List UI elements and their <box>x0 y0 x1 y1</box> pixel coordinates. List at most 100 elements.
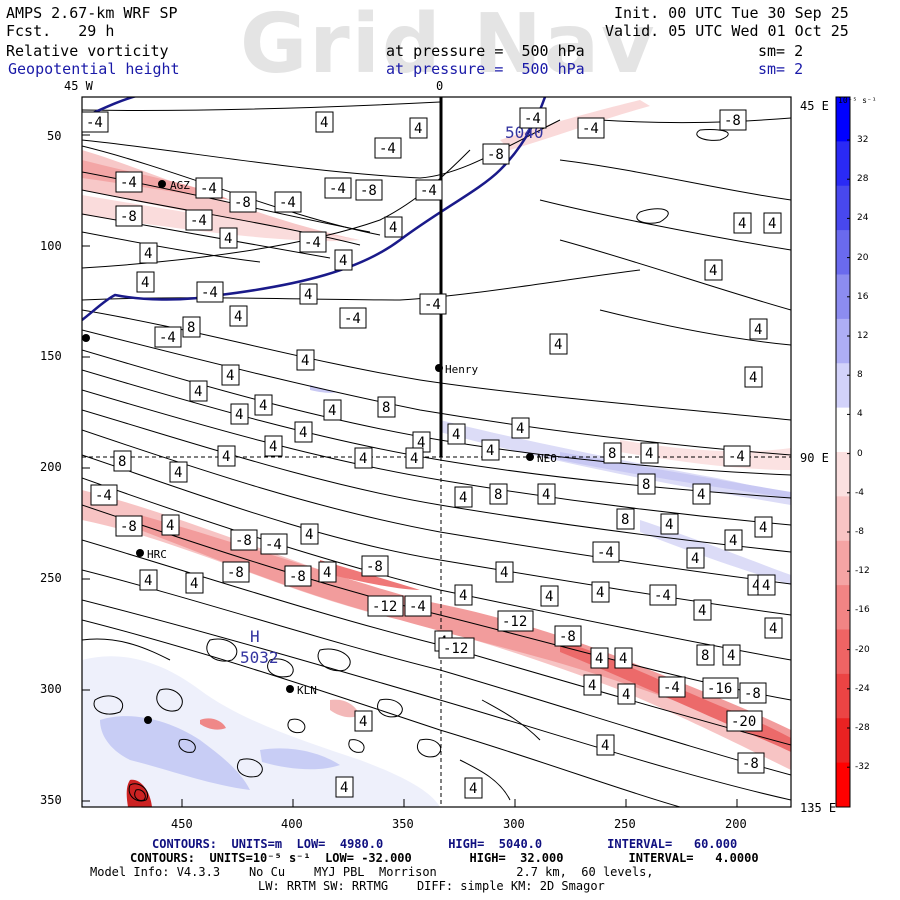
contour-label-box: 4 <box>640 442 659 464</box>
contour-label-value: 8 <box>621 512 629 528</box>
contour-label-box: 4 <box>617 683 636 705</box>
station-label-henry: Henry <box>445 363 478 376</box>
station-dot-neo <box>526 453 534 461</box>
height-label-5032: 5032 <box>240 648 279 667</box>
colorbar-band <box>836 97 850 142</box>
contour-label-value: -4 <box>190 213 207 229</box>
station-dot-west <box>82 334 90 342</box>
contour-label-box: -4 <box>185 209 213 231</box>
contour-label-box: -12 <box>438 637 475 659</box>
contour-label-box: 8 <box>182 316 201 338</box>
contour-label-value: 4 <box>768 216 776 232</box>
colorbar-band <box>836 141 850 187</box>
contour-label-value: 4 <box>645 446 653 462</box>
field1-level: at pressure = 500 hPa <box>386 42 585 60</box>
station-label-kln: KLN <box>297 684 317 697</box>
contour-label-box: -4 <box>519 107 547 129</box>
contour-label-value: -4 <box>424 297 441 313</box>
contour-label-value: -8 <box>487 147 504 163</box>
contour-label-value: 4 <box>619 651 627 667</box>
field2-name: Geopotential height <box>8 60 180 78</box>
y-tick-100: 100 <box>40 239 62 253</box>
y-tick-250: 250 <box>40 571 62 585</box>
contour-label-box: -4 <box>658 676 686 698</box>
station-dot-kln <box>286 685 294 693</box>
contour-label-box: -20 <box>726 710 763 732</box>
contour-label-value: 4 <box>226 368 234 384</box>
colorbar-label: -4 <box>855 487 864 498</box>
contour-label-value: 4 <box>452 427 460 443</box>
contour-label-value: -4 <box>201 285 218 301</box>
contour-label-value: 4 <box>622 687 630 703</box>
colorbar-label: -12 <box>855 566 870 577</box>
colorbar-band <box>836 629 850 675</box>
contour-label-box: -4 <box>339 307 367 329</box>
contour-label-value: 4 <box>500 565 508 581</box>
contour-label-value: 8 <box>494 487 502 503</box>
contour-label-box: 4 <box>481 439 500 461</box>
station-label-neo: NEO <box>537 452 557 465</box>
contour-label-value: 4 <box>709 263 717 279</box>
right-label-45e: 45 E <box>800 99 829 113</box>
contour-label-box: 4 <box>511 417 530 439</box>
contour-label-value: 4 <box>601 738 609 754</box>
footer-vorticity-contours: CONTOURS: UNITS=10⁻⁵ s⁻¹ LOW= -32.000 HI… <box>130 851 759 865</box>
contour-label-box: -4 <box>374 137 402 159</box>
station-dot-henry <box>435 364 443 372</box>
footer-model-info: Model Info: V4.3.3 No Cu MYJ PBL Morriso… <box>90 865 654 879</box>
colorbar-label: -28 <box>855 723 870 733</box>
contour-label-value: -4 <box>86 115 103 131</box>
contour-label-value: 4 <box>166 518 174 534</box>
contour-label-value: -4 <box>95 488 112 504</box>
station-label-agz: AGZ <box>170 179 190 192</box>
contour-label-box: 4 <box>169 461 188 483</box>
contour-label-box: -4 <box>274 191 302 213</box>
contour-label-value: 4 <box>588 678 596 694</box>
field2-level: at pressure = 500 hPa <box>386 60 585 78</box>
contour-label-box: -4 <box>723 445 751 467</box>
station-label-hrc: HRC <box>147 548 167 561</box>
contour-label-value: 4 <box>595 651 603 667</box>
contour-label-box: -8 <box>482 143 510 165</box>
contour-label-box: 8 <box>489 483 508 505</box>
contour-label-box: -4 <box>90 484 118 506</box>
contour-label-box: 4 <box>757 574 776 596</box>
contour-label-box: 4 <box>217 445 236 467</box>
contour-label-value: -8 <box>366 559 383 575</box>
contour-label-value: 8 <box>382 400 390 416</box>
footer-physics: LW: RRTM SW: RRTMG DIFF: simple KM: 2D S… <box>258 879 605 893</box>
contour-label-box: 4 <box>692 483 711 505</box>
colorbar-label: -8 <box>855 527 864 537</box>
contour-label-box: 4 <box>596 734 615 756</box>
colorbar-band <box>836 318 850 364</box>
contour-label-value: 4 <box>754 322 762 338</box>
contour-label-value: 4 <box>749 370 757 386</box>
contour-label-box: 4 <box>549 333 568 355</box>
contour-label-value: 4 <box>340 780 348 796</box>
contour-label-value: -8 <box>235 533 252 549</box>
contour-label-box: 4 <box>660 513 679 535</box>
contour-label-value: -8 <box>559 629 576 645</box>
valid-time: Valid. 05 UTC Wed 01 Oct 25 <box>605 22 849 40</box>
contour-label-box: 4 <box>299 283 318 305</box>
contour-label-value: 4 <box>222 449 230 465</box>
contour-label-box: 4 <box>749 318 768 340</box>
contour-label-box: 4 <box>722 644 741 666</box>
contour-label-value: 4 <box>141 275 149 291</box>
contour-label-box: 4 <box>300 523 319 545</box>
contour-label-box: -8 <box>222 561 250 583</box>
contour-label-box: 4 <box>318 561 337 583</box>
contour-label-value: -4 <box>582 121 599 137</box>
colorbar-band <box>836 407 850 453</box>
x-tick-250: 250 <box>614 817 636 831</box>
contour-label-value: -4 <box>654 588 671 604</box>
contour-label-box: 4 <box>583 674 602 696</box>
footer-height-contours: CONTOURS: UNITS=m LOW= 4980.0 HIGH= 5040… <box>152 837 738 851</box>
high-center-label: H <box>250 627 260 646</box>
contour-label-value: -4 <box>420 183 437 199</box>
contour-label-value: 4 <box>414 121 422 137</box>
contour-label-box: 8 <box>377 396 396 418</box>
contour-label-box: 4 <box>591 581 610 603</box>
contour-label-value: 4 <box>769 621 777 637</box>
contour-label-value: -4 <box>329 181 346 197</box>
